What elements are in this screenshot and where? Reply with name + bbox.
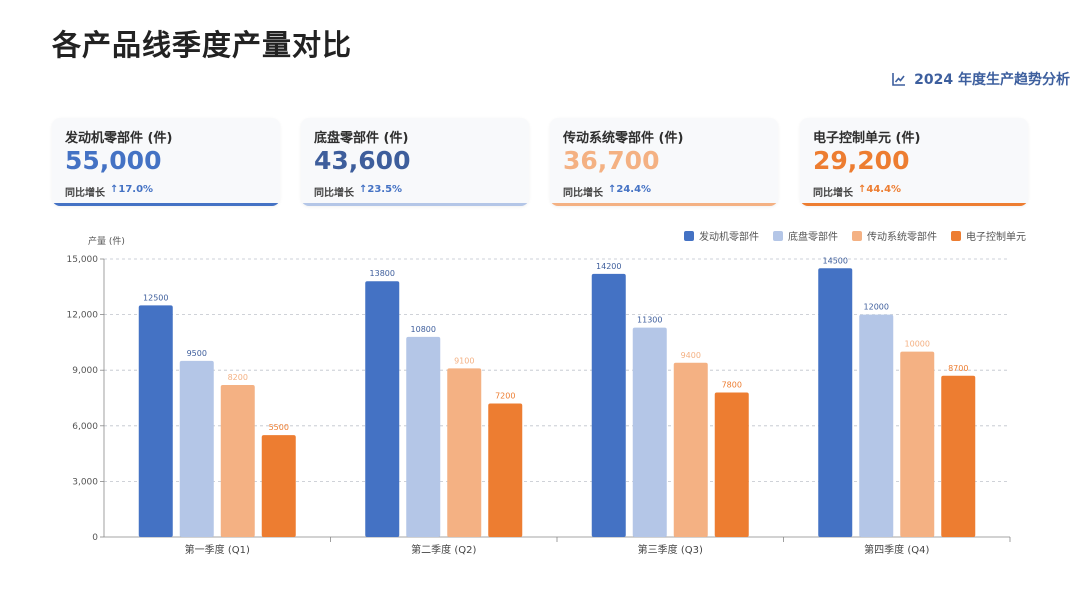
data-label: 12500	[143, 293, 168, 302]
stat-card-growth: 同比增长 ↑23.5%	[314, 184, 517, 199]
x-tick-label: 第四季度 (Q4)	[864, 543, 929, 556]
chart-subtitle: 2024 年度生产趋势分析	[892, 69, 1070, 89]
data-label: 11300	[637, 316, 662, 325]
data-label: 14500	[823, 256, 848, 265]
bar	[591, 273, 626, 537]
growth-value: ↑17.0%	[110, 184, 154, 195]
data-label: 14200	[596, 262, 621, 271]
data-label: 9100	[454, 356, 474, 365]
legend-swatch	[951, 230, 961, 241]
y-tick-label: 12,000	[67, 311, 99, 321]
growth-label: 同比增长	[314, 188, 354, 199]
legend-item-chassis: 底盘零部件	[773, 228, 838, 243]
y-tick-label: 3,000	[72, 477, 98, 487]
bar	[632, 327, 667, 537]
growth-label: 同比增长	[563, 188, 603, 199]
line-chart-icon	[892, 73, 906, 86]
bar	[900, 351, 935, 537]
x-tick-label: 第三季度 (Q3)	[638, 543, 703, 556]
stat-card-engine: 发动机零部件 (件) 55,000 同比增长 ↑17.0%	[52, 118, 280, 206]
bar	[941, 375, 976, 537]
legend-swatch	[852, 230, 862, 241]
legend-item-transmission: 传动系统零部件	[852, 228, 937, 243]
stat-card-value: 43,600	[314, 146, 411, 175]
y-axis-label: 产量 (件)	[88, 235, 125, 247]
stat-card-value: 55,000	[65, 146, 162, 175]
bar	[406, 336, 441, 537]
data-label: 5500	[269, 423, 289, 432]
chart-legend: 发动机零部件 底盘零部件 传动系统零部件 电子控制单元	[684, 228, 1026, 243]
bar	[138, 305, 173, 537]
stat-card-growth: 同比增长 ↑24.4%	[563, 184, 766, 199]
data-label: 9500	[187, 349, 207, 358]
data-label: 7800	[722, 380, 742, 389]
bar	[714, 392, 749, 537]
data-label: 8200	[228, 373, 248, 382]
data-label: 10000	[905, 340, 930, 349]
bar	[447, 368, 482, 537]
stat-card-label: 发动机零部件 (件)	[65, 131, 173, 146]
growth-label: 同比增长	[813, 188, 853, 199]
stat-card-chassis: 底盘零部件 (件) 43,600 同比增长 ↑23.5%	[301, 118, 529, 206]
data-label: 9400	[681, 351, 701, 360]
legend-item-electronic: 电子控制单元	[951, 228, 1026, 243]
y-tick-label: 9,000	[72, 366, 98, 376]
data-label: 8700	[948, 364, 968, 373]
stat-card-accent-bar	[550, 203, 778, 206]
data-label: 12000	[864, 303, 889, 312]
stat-card-growth: 同比增长 ↑44.4%	[813, 184, 1016, 199]
stat-card-accent-bar	[52, 203, 280, 206]
y-tick-label: 6,000	[72, 422, 98, 432]
bar	[365, 281, 400, 537]
bar	[673, 362, 708, 537]
x-tick-label: 第二季度 (Q2)	[411, 543, 476, 556]
legend-label: 传动系统零部件	[867, 232, 937, 243]
legend-swatch	[773, 230, 783, 241]
stat-card-growth: 同比增长 ↑17.0%	[65, 184, 268, 199]
y-tick-label: 0	[92, 533, 98, 543]
stat-card-label: 传动系统零部件 (件)	[563, 131, 684, 146]
stat-card-label: 电子控制单元 (件)	[813, 131, 921, 146]
stat-card-electronic: 电子控制单元 (件) 29,200 同比增长 ↑44.4%	[800, 118, 1028, 206]
legend-label: 电子控制单元	[966, 232, 1026, 243]
stat-card-accent-bar	[301, 203, 529, 206]
page-title: 各产品线季度产量对比	[52, 28, 353, 62]
bar	[818, 268, 853, 537]
bar	[261, 435, 296, 537]
growth-label: 同比增长	[65, 188, 105, 199]
data-label: 7200	[495, 392, 515, 401]
stat-card-value: 29,200	[813, 146, 910, 175]
subtitle-text: 2024 年度生产趋势分析	[914, 72, 1070, 88]
bar	[859, 314, 894, 537]
growth-value: ↑24.4%	[608, 184, 652, 195]
bar	[220, 385, 255, 537]
legend-swatch	[684, 230, 694, 241]
data-label: 10800	[411, 325, 436, 334]
stat-card-accent-bar	[800, 203, 1028, 206]
stat-card-label: 底盘零部件 (件)	[314, 131, 409, 146]
growth-value: ↑44.4%	[858, 184, 902, 195]
x-tick-label: 第一季度 (Q1)	[185, 543, 250, 556]
bar	[488, 403, 523, 537]
data-label: 13800	[370, 269, 395, 278]
growth-value: ↑23.5%	[359, 184, 403, 195]
stat-card-transmission: 传动系统零部件 (件) 36,700 同比增长 ↑24.4%	[550, 118, 778, 206]
legend-label: 底盘零部件	[788, 232, 838, 243]
legend-item-engine: 发动机零部件	[684, 228, 759, 243]
legend-label: 发动机零部件	[699, 232, 759, 243]
bar	[179, 360, 214, 537]
stat-card-value: 36,700	[563, 146, 660, 175]
y-tick-label: 15,000	[67, 255, 99, 265]
